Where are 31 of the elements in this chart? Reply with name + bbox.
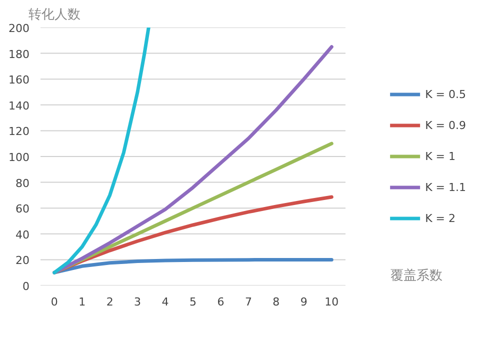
x-tick-label: 0	[50, 296, 58, 308]
y-tick-label: 0	[22, 280, 30, 293]
y-axis-title: 转化人数	[28, 8, 80, 22]
y-tick-label: 20	[16, 254, 30, 268]
x-tick-label: 5	[190, 296, 196, 308]
x-tick-label: 6	[217, 296, 224, 308]
x-tick-label: 7	[244, 296, 252, 308]
legend-label: K = 2	[425, 212, 456, 224]
legend-label: K = 1.1	[425, 180, 466, 194]
y-tick-label: 60	[16, 202, 30, 216]
x-tick-label: 8	[272, 296, 280, 308]
legend-label: K = 0.5	[425, 88, 466, 100]
y-tick-label: 80	[16, 176, 30, 190]
y-tick-label: 200	[8, 22, 30, 35]
line-series	[52, 28, 150, 274]
x-tick-label: 2	[106, 296, 114, 308]
y-tick-label: 160	[8, 74, 30, 87]
x-axis-title: 覆盖系数	[390, 268, 442, 284]
x-tick-label: 4	[162, 296, 169, 308]
x-tick-label: 3	[134, 296, 142, 308]
legend-label: K = 0.9	[425, 118, 466, 132]
x-tick-label: 9	[300, 296, 308, 308]
line-series	[52, 45, 334, 274]
y-tick-label: 180	[8, 48, 30, 61]
legend-label: K = 1	[425, 150, 456, 162]
x-tick-label: 1	[78, 296, 86, 308]
y-tick-label: 40	[16, 228, 30, 242]
y-tick-label: 100	[8, 151, 30, 164]
y-tick-label: 120	[8, 125, 30, 138]
x-tick-label: 10	[324, 296, 339, 308]
y-tick-label: 140	[8, 99, 30, 112]
